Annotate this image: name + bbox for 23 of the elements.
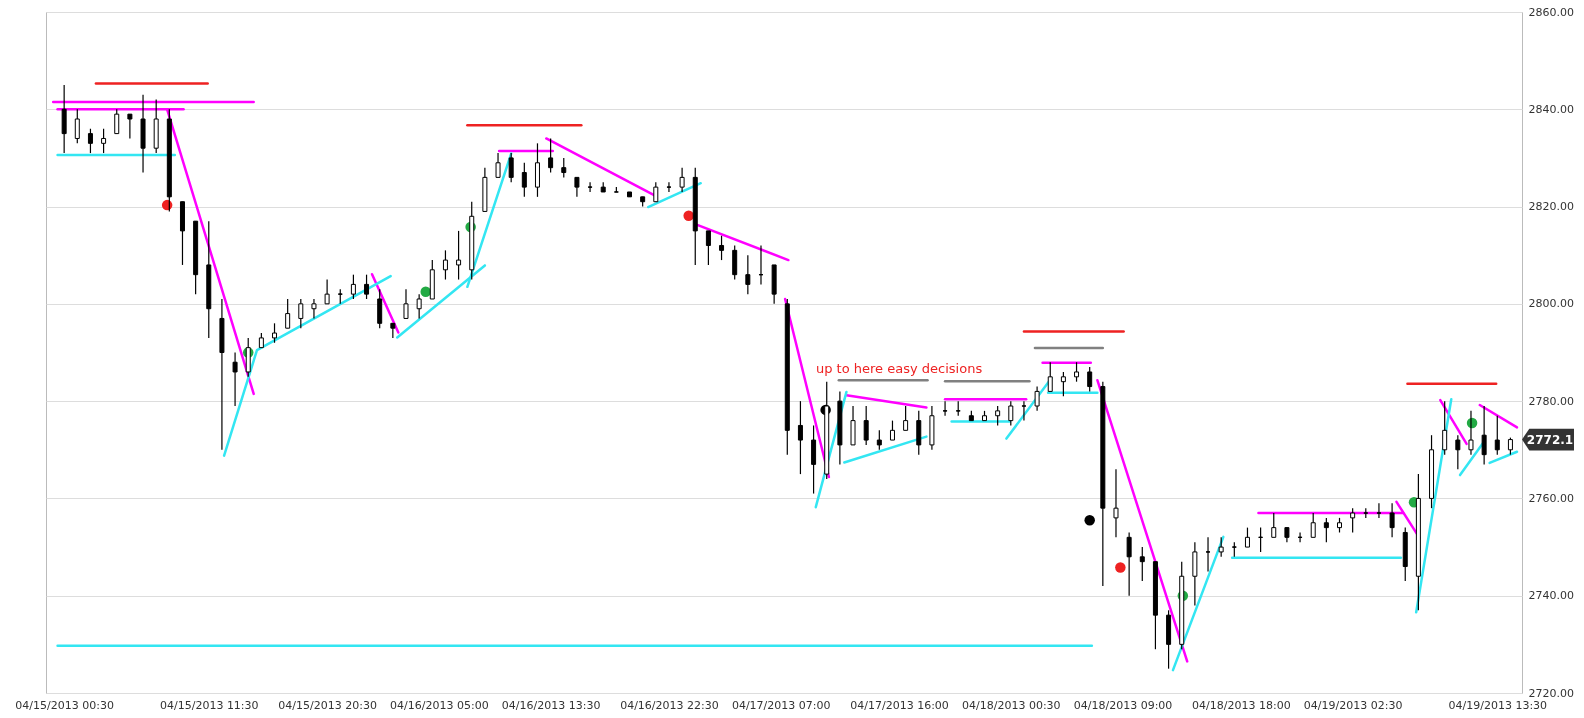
x-tick-label: 04/16/2013 05:00 bbox=[390, 698, 489, 712]
x-tick-label: 04/17/2013 07:00 bbox=[731, 698, 831, 712]
x-tick-label: 04/17/2013 16:00 bbox=[850, 698, 949, 712]
annotation: up to here easy decisions bbox=[816, 361, 983, 376]
y-tick-label: 2800.00 bbox=[1528, 297, 1574, 311]
y-tick-label: 2820.00 bbox=[1528, 200, 1574, 214]
x-tick-label: 04/18/2013 00:30 bbox=[962, 698, 1061, 712]
text: 2772.1 bbox=[1526, 432, 1574, 447]
y-tick-label: 2760.00 bbox=[1528, 491, 1574, 505]
y-tick-label: 2860.00 bbox=[1528, 5, 1574, 19]
x-tick-label: 04/16/2013 22:30 bbox=[620, 698, 719, 712]
x-tick-label: 04/18/2013 18:00 bbox=[1192, 698, 1291, 712]
x-tick-label: 04/15/2013 20:30 bbox=[278, 698, 377, 712]
x-tick-label: 04/19/2013 13:30 bbox=[1448, 698, 1548, 712]
y-tick-label: 2740.00 bbox=[1528, 589, 1574, 603]
y-tick-label: 2840.00 bbox=[1528, 102, 1574, 116]
x-tick-label: 04/19/2013 02:30 bbox=[1303, 698, 1403, 712]
x-tick-label: 04/15/2013 00:30 bbox=[15, 698, 114, 712]
y-tick-label: 2720.00 bbox=[1528, 686, 1574, 700]
x-tick-label: 04/18/2013 09:00 bbox=[1073, 698, 1173, 712]
x-tick-label: 04/16/2013 13:30 bbox=[501, 698, 601, 712]
x-tick-label: 04/15/2013 11:30 bbox=[159, 698, 259, 712]
y-tick-label: 2780.00 bbox=[1528, 394, 1574, 408]
